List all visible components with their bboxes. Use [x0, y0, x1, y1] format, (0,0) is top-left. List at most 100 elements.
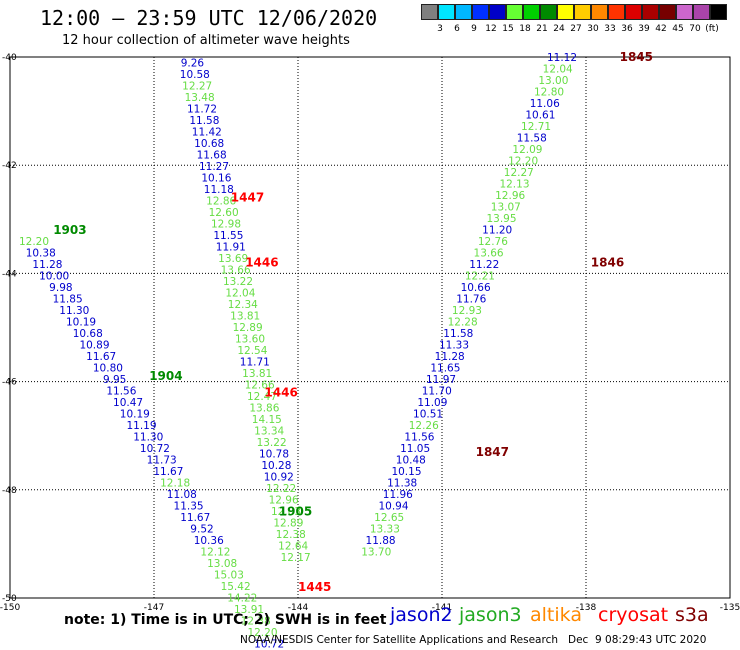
wave-height-value: 12.54 [237, 345, 267, 357]
wave-height-value: 10.00 [39, 270, 69, 282]
wave-height-value: 10.16 [201, 172, 231, 184]
legend-jason2: jason2 [390, 604, 453, 626]
wave-height-value: 12.38 [276, 529, 306, 541]
wave-height-value: 13.91 [234, 604, 264, 616]
colorbar-label: 3 [437, 24, 443, 34]
wave-height-value: 10.68 [73, 328, 103, 340]
wave-height-value: 12.20 [19, 236, 49, 248]
wave-height-value: 11.88 [366, 535, 396, 547]
colorbar-label: 70 [689, 24, 701, 34]
pass-time-label: 1903 [53, 223, 86, 237]
wave-height-value: 10.28 [261, 460, 291, 472]
lat-tick-label: -50 [2, 594, 17, 604]
wave-height-value: 12.12 [200, 546, 230, 558]
wave-height-value: 9.52 [190, 523, 213, 535]
wave-height-value: 11.20 [482, 225, 512, 237]
wave-height-value: 11.58 [443, 328, 473, 340]
colorbar-swatch [625, 4, 642, 20]
legend-cryosat: cryosat [598, 604, 669, 626]
colorbar-label: 27 [570, 24, 582, 34]
colorbar-label: 6 [454, 24, 460, 34]
wave-height-value: 13.81 [242, 368, 272, 380]
wave-height-value: 12.64 [278, 540, 308, 552]
pass-time-label: 1905 [279, 504, 312, 518]
wave-height-value: 11.70 [422, 386, 452, 398]
wave-height-value: 12.86 [206, 195, 236, 207]
wave-height-value: 13.81 [230, 310, 260, 322]
wave-height-value: 11.58 [517, 133, 547, 145]
colorbar-label: 36 [621, 24, 633, 34]
colorbar-label: 39 [638, 24, 650, 34]
legend-altika: altika [530, 604, 582, 626]
colorbar-label: 12 [485, 24, 497, 34]
wave-height-value: 12.96 [269, 494, 299, 506]
lat-tick-label: -44 [2, 269, 17, 279]
wave-height-value: 12.04 [225, 287, 255, 299]
lon-tick-label: -141 [432, 603, 452, 613]
colorbar-swatch [472, 4, 489, 20]
colorbar-swatch [489, 4, 506, 20]
wave-height-value: 13.86 [249, 402, 279, 414]
wave-height-value: 13.66 [221, 264, 251, 276]
colorbar-swatch [642, 4, 659, 20]
map-title: 12:00 – 23:59 UTC 12/06/2020 [40, 6, 378, 30]
colorbar-label: 24 [553, 24, 565, 34]
colorbar-swatch [659, 4, 676, 20]
wave-height-value: 12.76 [478, 236, 508, 248]
wave-height-value: 13.33 [370, 524, 400, 536]
colorbar-swatch [608, 4, 625, 20]
wave-height-value: 11.19 [126, 420, 156, 432]
colorbar-label: 18 [519, 24, 531, 34]
wave-height-value: 11.28 [32, 259, 62, 271]
wave-height-value: 13.95 [486, 213, 516, 225]
wave-height-value: 12.89 [233, 322, 263, 334]
colorbar-swatch [574, 4, 591, 20]
wave-height-value: 11.58 [189, 115, 219, 127]
wave-height-value: 10.61 [525, 110, 555, 122]
wave-height-value: 11.22 [469, 259, 499, 271]
wave-height-value: 13.22 [257, 437, 287, 449]
wave-height-value: 12.93 [452, 305, 482, 317]
lon-tick-label: -144 [288, 603, 309, 613]
wave-height-value: 10.94 [378, 501, 408, 513]
lon-tick-label: -147 [144, 603, 164, 613]
colorbar-swatch [455, 4, 472, 20]
lon-tick-label: -135 [720, 603, 740, 613]
colorbar-swatch [438, 4, 455, 20]
colorbar-swatch [540, 4, 557, 20]
wave-height-value: 15.03 [214, 569, 244, 581]
wave-height-value: 12.28 [448, 317, 478, 329]
wave-height-value: 11.67 [86, 351, 116, 363]
wave-height-value: 13.00 [538, 75, 568, 87]
wave-height-value: 13.22 [223, 276, 253, 288]
wave-height-value: 11.65 [430, 363, 460, 375]
wave-height-value: 13.69 [218, 253, 248, 265]
wave-height-value: 11.67 [153, 466, 183, 478]
wave-height-value: 10.72 [140, 443, 170, 455]
wave-height-value: 11.18 [204, 184, 234, 196]
wave-height-value: 11.85 [53, 293, 83, 305]
lat-tick-label: -42 [2, 161, 17, 171]
wave-height-value: 12.80 [534, 87, 564, 99]
colorbar-label: 42 [655, 24, 667, 34]
pass-time-label: 1847 [476, 445, 509, 459]
wave-height-value: 12.22 [266, 483, 296, 495]
wave-height-value: 10.68 [194, 138, 224, 150]
wave-height-value: 9.26 [181, 57, 205, 69]
colorbar-label: 15 [502, 24, 514, 34]
lat-tick-label: -48 [2, 486, 17, 496]
colorbar-swatch [676, 4, 693, 20]
wave-height-value: 11.05 [400, 443, 430, 455]
wave-height-value: 11.97 [426, 374, 456, 386]
wave-height-value: 12.38 [241, 615, 271, 627]
wave-height-value: 10.66 [461, 282, 491, 294]
wave-height-value: 11.56 [404, 432, 434, 444]
wave-height-value: 12.34 [228, 299, 258, 311]
wave-height-value: 10.38 [26, 247, 56, 259]
wave-height-value: 11.08 [167, 489, 197, 501]
pass-time-label: 1845 [620, 50, 653, 64]
wave-height-value: 12.66 [245, 379, 275, 391]
wave-height-value: 11.38 [387, 478, 417, 490]
wave-height-value: 12.60 [209, 207, 239, 219]
wave-height-value: 10.15 [391, 466, 421, 478]
